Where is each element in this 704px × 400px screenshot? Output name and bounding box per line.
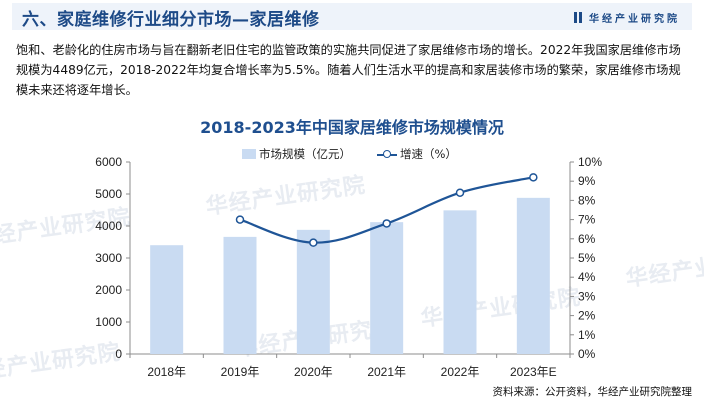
bar <box>516 197 550 354</box>
y2-tick-label: 4% <box>578 270 596 284</box>
y-tick-label: 4000 <box>95 219 122 233</box>
x-tick-label: 2022年 <box>441 365 480 379</box>
legend-line-label: 增速（%） <box>400 147 457 161</box>
x-tick-label: 2019年 <box>221 365 260 379</box>
x-tick-label: 2023年E <box>510 365 557 379</box>
x-tick-label: 2021年 <box>367 365 406 379</box>
bar <box>223 236 257 354</box>
x-tick-label: 2020年 <box>294 365 333 379</box>
y-tick-label: 1000 <box>95 315 122 329</box>
y2-tick-label: 9% <box>578 174 596 188</box>
y-tick-label: 5000 <box>95 187 122 201</box>
section-header: 六、家庭维修行业细分市场—家居维修 华经产业研究院 <box>12 3 692 30</box>
brand-logo-icon <box>574 12 583 23</box>
growth-rate-marker <box>382 219 391 228</box>
y-tick-label: 6000 <box>95 155 122 169</box>
y-tick-label: 2000 <box>95 283 122 297</box>
source-note: 资料来源：公开资料，华经产业研究院整理 <box>492 386 693 398</box>
legend-bar-label: 市场规模（亿元） <box>259 147 351 161</box>
growth-rate-marker <box>455 188 465 197</box>
y2-tick-label: 7% <box>578 213 596 227</box>
line-legend-marker-icon <box>377 149 397 159</box>
description-paragraph: 饱和、老龄化的住房市场与旨在翻新老旧住宅的监管政策的实施共同促进了家居维修市场的… <box>16 43 681 97</box>
bar <box>443 210 477 354</box>
y2-tick-label: 5% <box>578 251 596 265</box>
growth-rate-marker <box>529 173 538 182</box>
chart-legend: 市场规模（亿元） 增速（%） <box>242 146 457 162</box>
y2-tick-label: 1% <box>578 328 596 342</box>
chart-title: 2018-2023年中国家居维修市场规模情况 <box>200 118 504 137</box>
y2-tick-label: 2% <box>578 309 596 323</box>
section-title: 六、家庭维修行业细分市场—家居维修 <box>22 10 320 30</box>
growth-rate-marker <box>309 238 318 247</box>
x-tick-label: 2018年 <box>147 365 186 379</box>
brand-name: 华经产业研究院 <box>589 14 680 25</box>
brand: 华经产业研究院 <box>574 10 680 25</box>
y2-tick-label: 0% <box>578 347 596 361</box>
bar <box>370 222 404 354</box>
bar <box>150 245 184 354</box>
y2-tick-label: 3% <box>578 289 596 303</box>
bar <box>296 229 330 354</box>
y-tick-label: 3000 <box>95 251 122 265</box>
growth-rate-marker <box>235 215 245 224</box>
bar-legend-swatch-icon <box>242 149 256 159</box>
y2-tick-label: 10% <box>578 155 602 169</box>
y2-tick-label: 8% <box>578 193 596 207</box>
y-tick-label: 0 <box>115 347 122 361</box>
y2-tick-label: 6% <box>578 232 596 246</box>
